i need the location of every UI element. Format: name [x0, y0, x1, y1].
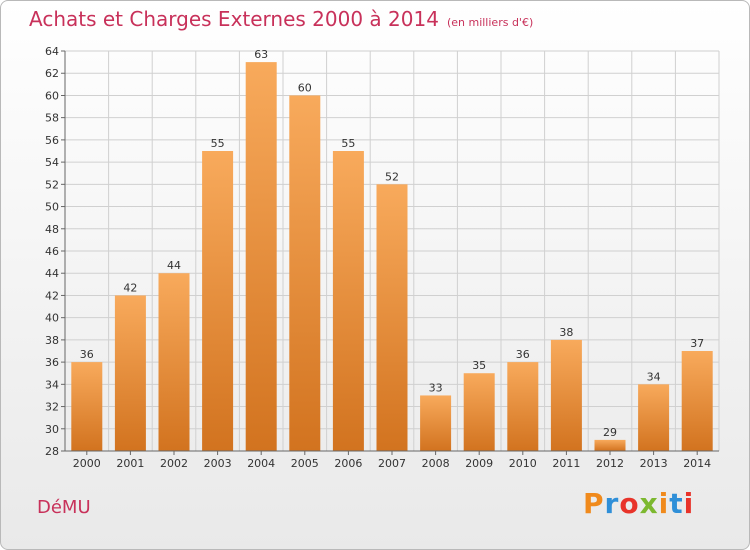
x-tick-label-2012: 2012: [596, 457, 624, 470]
bar-2001: [114, 295, 146, 451]
data-label-2013: 34: [647, 370, 661, 383]
proxiti-logo: Proxiti: [583, 487, 694, 520]
chart-title-text: Achats et Charges Externes 2000 à 2014: [29, 7, 439, 31]
y-tick-label: 62: [45, 67, 59, 80]
y-tick-label: 48: [45, 223, 59, 236]
data-label-2008: 33: [429, 381, 443, 394]
chart-subtitle: (en milliers d'€): [446, 16, 534, 29]
proxiti-logo-letter: x: [639, 487, 659, 520]
x-tick-label-2014: 2014: [683, 457, 711, 470]
data-label-2014: 37: [690, 337, 704, 350]
bar-2009: [463, 373, 495, 451]
y-tick-label: 44: [45, 267, 59, 280]
x-tick-label-2011: 2011: [552, 457, 580, 470]
x-tick-label-2009: 2009: [465, 457, 493, 470]
y-tick-label: 34: [45, 378, 59, 391]
x-tick-label-2013: 2013: [640, 457, 668, 470]
chart-title: Achats et Charges Externes 2000 à 2014 (e…: [29, 7, 533, 31]
bar-2005: [289, 95, 321, 451]
bar-2014: [681, 351, 713, 451]
bar-2006: [332, 151, 364, 451]
place-name: DéMU: [37, 497, 91, 518]
x-tick-label-2008: 2008: [422, 457, 450, 470]
x-tick-label-2001: 2001: [116, 457, 144, 470]
y-tick-label: 50: [45, 201, 59, 214]
data-label-2002: 44: [167, 259, 181, 272]
data-label-2005: 60: [298, 81, 312, 94]
y-tick-label: 54: [45, 156, 59, 169]
x-tick-label-2005: 2005: [291, 457, 319, 470]
y-tick-label: 28: [45, 445, 59, 458]
y-tick-label: 36: [45, 356, 59, 369]
bars: [71, 62, 713, 452]
data-label-2004: 63: [254, 48, 268, 61]
bar-2004: [245, 62, 277, 451]
bar-2003: [202, 151, 234, 451]
y-tick-label: 38: [45, 334, 59, 347]
bar-2013: [638, 384, 670, 451]
proxiti-logo-letter: r: [604, 487, 620, 520]
y-tick-label: 46: [45, 245, 59, 258]
bar-2010: [507, 362, 539, 451]
bar-2012: [594, 439, 626, 451]
proxiti-logo-letter: o: [619, 487, 640, 520]
bar-2002: [158, 273, 190, 451]
bar-2011: [550, 339, 582, 451]
data-label-2007: 52: [385, 170, 399, 183]
data-label-2001: 42: [123, 281, 137, 294]
x-tick-label-2004: 2004: [247, 457, 275, 470]
proxiti-logo-letter: t: [669, 487, 684, 520]
labels: 28 30 32 34 36 38 40 42 44 46 48 50 52 54 56 58 60 62 64 36…: [45, 45, 711, 470]
y-tick-label: 64: [45, 45, 59, 58]
data-label-2006: 55: [341, 137, 355, 150]
proxiti-logo-letter: i: [658, 487, 670, 520]
data-label-2010: 36: [516, 348, 530, 361]
data-label-2012: 29: [603, 426, 617, 439]
x-tick-label-2000: 2000: [73, 457, 101, 470]
x-tick-label-2010: 2010: [509, 457, 537, 470]
proxiti-logo-letter: P: [583, 487, 605, 520]
bar-2007: [376, 184, 408, 452]
x-tick-label-2002: 2002: [160, 457, 188, 470]
bar-2000: [71, 362, 103, 451]
data-label-2011: 38: [559, 326, 573, 339]
data-label-2003: 55: [211, 137, 225, 150]
y-tick-label: 40: [45, 312, 59, 325]
y-tick-label: 30: [45, 423, 59, 436]
y-tick-label: 58: [45, 112, 59, 125]
bar-2008: [420, 395, 452, 451]
y-tick-label: 42: [45, 289, 59, 302]
x-tick-label-2007: 2007: [378, 457, 406, 470]
x-tick-label-2006: 2006: [334, 457, 362, 470]
x-tick-label-2003: 2003: [204, 457, 232, 470]
y-tick-label: 60: [45, 89, 59, 102]
y-tick-label: 56: [45, 134, 59, 147]
axes: [61, 50, 719, 455]
y-tick-label: 52: [45, 178, 59, 191]
data-label-2000: 36: [80, 348, 94, 361]
data-label-2009: 35: [472, 359, 486, 372]
y-tick-label: 32: [45, 401, 59, 414]
proxiti-logo-letter: i: [683, 487, 695, 520]
